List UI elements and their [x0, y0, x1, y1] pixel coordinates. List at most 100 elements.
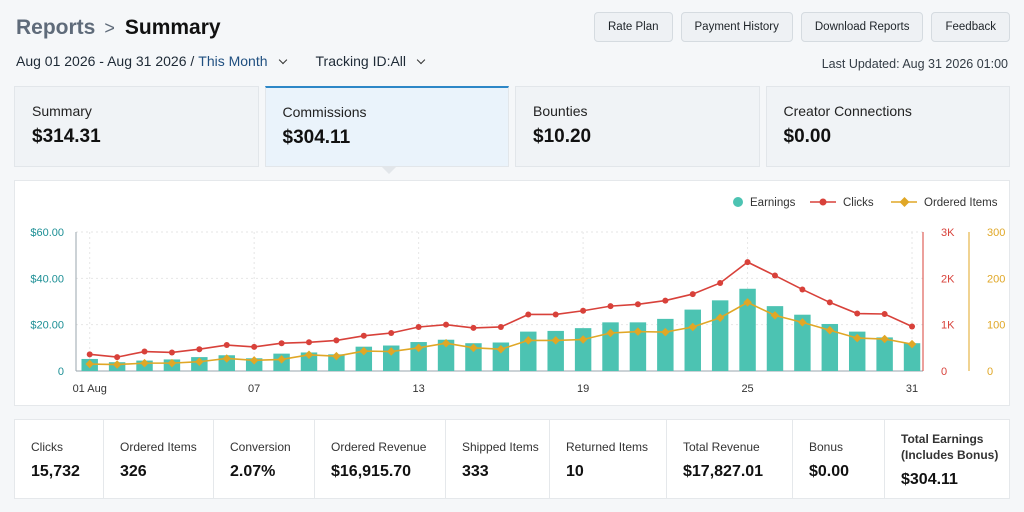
clicks-point [333, 337, 340, 344]
legend-earnings-marker [733, 197, 743, 207]
download-reports-button[interactable]: Download Reports [800, 12, 924, 42]
clicks-point [525, 311, 532, 318]
clicks-point [744, 259, 751, 266]
clicks-point [662, 297, 669, 304]
x-axis-tick: 25 [741, 383, 753, 395]
metric-label: Clicks [31, 440, 63, 454]
ordered-items-point [195, 357, 204, 366]
card-summary[interactable]: Summary $314.31 [14, 86, 259, 167]
earnings-bar [821, 323, 839, 371]
clicks-point [443, 321, 450, 328]
breadcrumb: Reports > Summary [16, 12, 221, 44]
earnings-bar [684, 309, 701, 371]
feedback-button[interactable]: Feedback [931, 12, 1010, 42]
clicks-point [771, 272, 778, 279]
clicks-point [141, 348, 148, 355]
x-axis-tick: 31 [906, 383, 918, 395]
metric-value: 326 [120, 463, 147, 480]
clicks-point [223, 342, 230, 349]
ordered-items-point [359, 346, 369, 356]
ordered-items-point [880, 334, 889, 344]
metrics-bar: Clicks 15,732 Ordered Items 326 Conversi… [14, 419, 1010, 499]
clicks-axis-tick: 0 [941, 366, 947, 378]
metric-label: Returned Items [566, 440, 649, 454]
card-label: Summary [32, 103, 92, 119]
earnings-bar [711, 300, 729, 371]
clicks-axis-tick: 2K [941, 273, 955, 285]
card-creator-connections[interactable]: Creator Connections $0.00 [765, 86, 1010, 167]
metric-total-revenue: Total Revenue $17,827.01 [667, 420, 793, 498]
card-label: Bounties [533, 103, 588, 119]
ordered-items-point [743, 298, 752, 307]
legend-clicks-marker [819, 198, 827, 206]
rate-plan-button[interactable]: Rate Plan [594, 12, 673, 42]
ordered-items-point [688, 322, 697, 332]
summary-cards: Summary $314.31 Commissions $304.11 Boun… [14, 86, 1010, 174]
legend-ordered-marker [899, 197, 910, 207]
clicks-point [86, 351, 93, 358]
ordered-items-point [140, 358, 149, 368]
chart-canvas: $60.00 $40.00 $20.00 0 3K 2K 1K 0 300 200 100 0 01 A… [30, 197, 1005, 395]
card-value: $0.00 [783, 126, 832, 147]
metric-label: Total Revenue [683, 440, 760, 454]
earnings-bar [465, 343, 482, 371]
ordered-items-point [469, 343, 478, 353]
clicks-point [799, 286, 806, 293]
earnings-bar [848, 331, 866, 371]
metric-value: $17,827.01 [683, 463, 764, 480]
metric-shipped-items: Shipped Items 333 [446, 420, 550, 498]
clicks-point [251, 343, 258, 350]
metric-value: 333 [462, 463, 489, 480]
clicks-point [497, 323, 504, 330]
metric-value: 10 [566, 463, 584, 480]
x-axis-tick: 01 Aug [73, 383, 107, 395]
card-value: $10.20 [533, 126, 592, 147]
date-preset-text: This Month [198, 53, 268, 69]
metric-clicks: Clicks 15,732 [15, 420, 104, 498]
metric-conversion: Conversion 2.07% [214, 420, 315, 498]
card-bounties[interactable]: Bounties $10.20 [515, 86, 760, 167]
earnings-bar [739, 288, 756, 371]
breadcrumb-reports-link[interactable]: Reports [16, 16, 96, 39]
card-commissions[interactable]: Commissions $304.11 [264, 86, 509, 174]
filter-bar: Aug 01 2026 - Aug 31 2026 / This Month T… [16, 53, 426, 69]
earnings-bar [245, 358, 263, 371]
clicks-point [634, 301, 641, 308]
ordered-items-point [386, 347, 396, 356]
x-axis-tick: 13 [413, 383, 425, 395]
chevron-down-icon [416, 55, 426, 64]
tracking-id-dropdown[interactable]: Tracking ID:All [316, 53, 426, 69]
clicks-axis-tick: 1K [941, 320, 955, 332]
x-axis-tick: 19 [577, 383, 589, 395]
clicks-point [826, 299, 833, 306]
earnings-bar [355, 346, 373, 371]
ordered-items-point [167, 358, 177, 368]
clicks-axis-tick: 3K [941, 227, 955, 239]
ordered-items-point [85, 359, 94, 369]
metric-value: 2.07% [230, 463, 276, 480]
payment-history-button[interactable]: Payment History [680, 12, 793, 42]
page-title: Summary [124, 16, 221, 39]
metric-label: Total Earnings (Includes Bonus) [901, 432, 999, 462]
ordered-items-point [414, 343, 423, 353]
x-axis-tick: 07 [248, 383, 260, 395]
card-value: $304.11 [282, 127, 351, 148]
earnings-bar [876, 337, 893, 371]
ordered-axis-tick: 100 [987, 320, 1005, 332]
earnings-bar [794, 314, 811, 371]
earnings-bar [410, 342, 427, 371]
legend-ordered-label: Ordered Items [924, 197, 998, 209]
clicks-point [854, 310, 861, 317]
date-range-dropdown[interactable]: Aug 01 2026 - Aug 31 2026 / This Month [16, 53, 287, 69]
clicks-point [607, 303, 614, 310]
earnings-bar [766, 306, 784, 371]
ordered-axis-tick: 300 [987, 227, 1005, 239]
left-axis-tick: $20.00 [30, 320, 64, 332]
ordered-items-point [798, 318, 807, 327]
earnings-bar [903, 343, 921, 371]
earnings-bar [437, 339, 455, 371]
earnings-chart: $60.00 $40.00 $20.00 0 3K 2K 1K 0 300 200 100 0 01 A… [14, 180, 1010, 406]
clicks-point [881, 311, 888, 318]
clicks-point [470, 324, 477, 331]
ordered-items-point [332, 351, 341, 361]
